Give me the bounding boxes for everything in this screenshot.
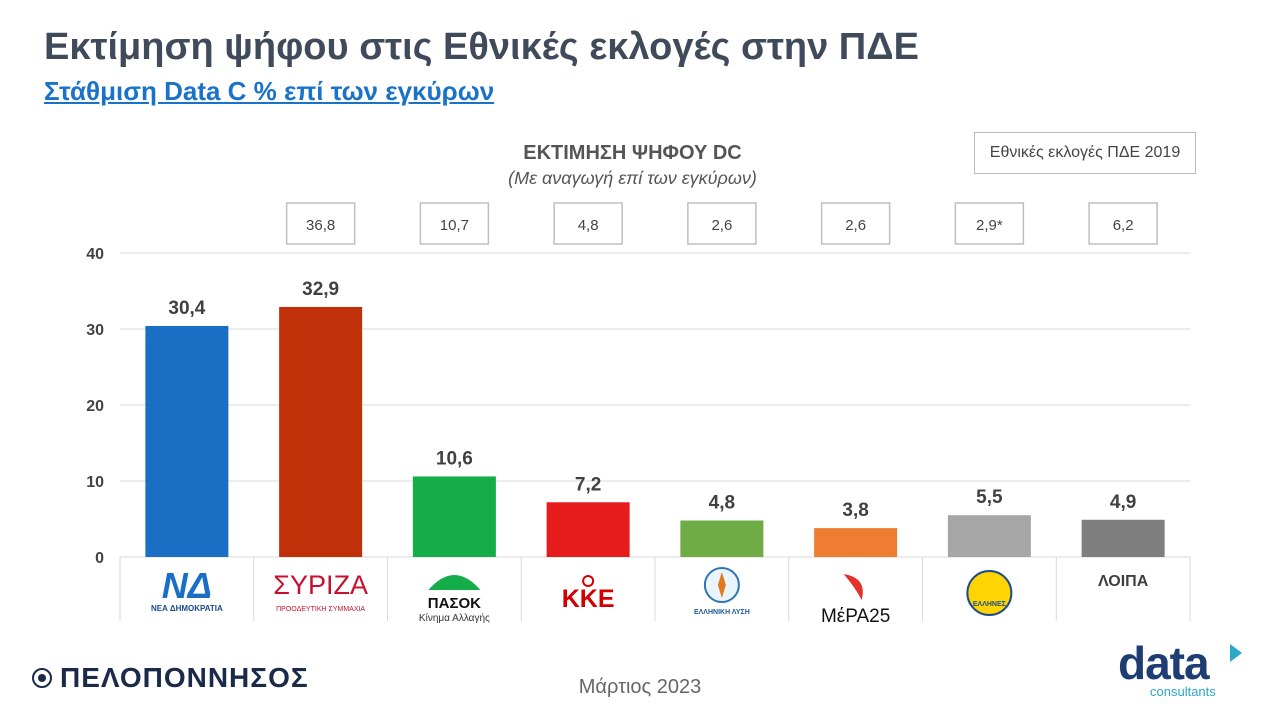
- reference-value: 4,8: [578, 217, 599, 234]
- brand-name: data: [1118, 637, 1210, 689]
- bar: [546, 502, 630, 557]
- chart-title: ΕΚΤΙΜΗΣΗ ΨΗΦΟΥ DC: [523, 142, 742, 164]
- syriza-logo-text: ΣΥΡΙΖΑ: [273, 570, 368, 600]
- bar: [680, 520, 764, 557]
- region-logo: ΠΕΛΟΠΟΝΝΗΣΟΣ: [32, 662, 309, 694]
- bar: [145, 325, 229, 557]
- y-tick-label: 0: [95, 550, 104, 567]
- bar-value-label: 4,8: [709, 493, 735, 514]
- compass-needle-icon: [717, 572, 726, 598]
- pasok-sun-icon: [428, 575, 481, 590]
- pasok-logo-subtext: Κίνημα Αλλαγής: [419, 612, 490, 624]
- bar-chart: 0 10 20 30 40 30,4 32,9 10,6 7,2 4,8 3,8 5,5 4,9 36,8…: [86, 202, 1191, 627]
- syriza-logo-subtext: ΠΡΟΟΔΕΥΤΙΚΗ ΣΥΜΜΑΧΙΑ: [276, 606, 365, 613]
- bar-value-label: 30,4: [168, 298, 205, 319]
- bar: [279, 306, 363, 557]
- elliniki-lysi-logo-text: ΕΛΛΗΝΙΚΗ ΛΥΣΗ: [694, 609, 750, 616]
- bar: [814, 528, 898, 557]
- nd-logo-mark: ΝΔ: [162, 565, 212, 606]
- y-tick-label: 20: [86, 398, 104, 415]
- pasok-logo-text: ΠΑΣΟΚ: [428, 595, 481, 612]
- page-title: Εκτίμηση ψήφου στις Εθνικές εκλογές στην…: [44, 26, 919, 68]
- kke-logo-text: ΚΚΕ: [562, 585, 615, 613]
- reference-box: [1088, 202, 1158, 245]
- reference-box: [954, 202, 1025, 245]
- y-tick-label: 10: [86, 474, 104, 491]
- ellines-logo-text: ΕΛΛΗΝΕΣ: [973, 601, 1006, 608]
- bar-value-label: 10,6: [436, 448, 473, 469]
- reference-box: [687, 202, 757, 245]
- bar: [947, 515, 1031, 557]
- reference-box: [285, 202, 356, 245]
- page-subtitle: Στάθμιση Data C % επί των εγκύρων: [44, 76, 495, 106]
- brand-subtitle: consultants: [1150, 684, 1216, 699]
- region-emblem-icon: [32, 668, 52, 688]
- loipa-category-label: ΛΟΙΠΑ: [1098, 573, 1149, 590]
- chart-subtitle: (Με αναγωγή επί των εγκύρων): [508, 168, 757, 188]
- bar-value-label: 5,5: [976, 487, 1003, 508]
- mera25-logo-text: ΜέΡΑ25: [821, 606, 890, 627]
- bar-value-label: 32,9: [302, 279, 339, 300]
- report-date: Μάρτιος 2023: [578, 676, 702, 698]
- y-tick-label: 30: [86, 322, 104, 339]
- region-name: ΠΕΛΟΠΟΝΝΗΣΟΣ: [60, 662, 309, 693]
- reference-box: [553, 202, 623, 245]
- kke-hammer-sickle-icon: [582, 575, 595, 587]
- reference-box: [820, 202, 891, 245]
- bar-value-label: 7,2: [575, 474, 601, 495]
- reference-value: 2,6: [711, 217, 732, 234]
- brand-arrow-icon: [1230, 644, 1242, 662]
- brand-logo: data consultants: [1118, 640, 1258, 699]
- nd-logo-text: ΝΕΑ ΔΗΜΟΚΡΑΤΙΑ: [151, 604, 223, 613]
- reference-box: [419, 202, 490, 245]
- bar: [412, 476, 496, 557]
- reference-value: 36,8: [306, 217, 335, 234]
- ellines-badge-icon: [966, 570, 1013, 616]
- reference-value: 2,6: [845, 217, 866, 234]
- mera25-swallow-icon: [843, 574, 863, 600]
- y-tick-label: 40: [86, 246, 104, 263]
- reference-value: 6,2: [1113, 217, 1134, 234]
- bar: [1081, 519, 1165, 557]
- reference-value: 10,7: [440, 217, 469, 234]
- reference-legend-box: Εθνικές εκλογές ΠΔΕ 2019: [974, 132, 1196, 174]
- reference-value: 2,9*: [976, 217, 1003, 234]
- bar-value-label: 3,8: [842, 500, 868, 521]
- bar-value-label: 4,9: [1110, 492, 1136, 513]
